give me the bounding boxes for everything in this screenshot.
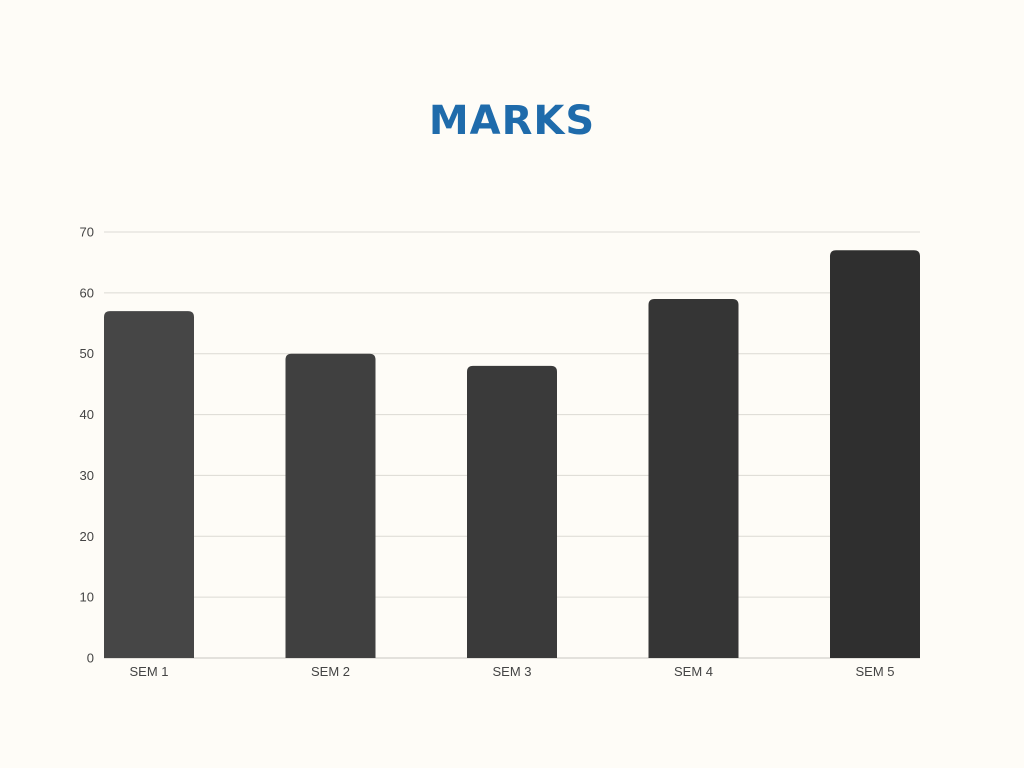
bar-sem-5: [830, 250, 920, 658]
bar-sem-2: [285, 353, 376, 658]
y-tick-label: 50: [80, 346, 94, 361]
x-category-label: SEM 4: [674, 664, 713, 679]
y-tick-label: 20: [80, 529, 94, 544]
y-tick-label: 0: [87, 651, 94, 666]
x-category-label: SEM 3: [492, 664, 531, 679]
bar-sem-3: [467, 365, 557, 658]
y-tick-label: 10: [80, 590, 94, 605]
x-category-label: SEM 2: [311, 664, 350, 679]
bar-layer: [104, 250, 920, 658]
x-category-label: SEM 1: [129, 664, 168, 679]
y-tick-label: 60: [80, 285, 94, 300]
y-tick-label: 30: [80, 468, 94, 483]
bar-sem-4: [648, 298, 739, 658]
y-tick-label: 40: [80, 407, 94, 422]
y-axis-ticks: 0 10 20 30 40 50 60 70: [80, 225, 94, 666]
chart-title: MARKS: [428, 98, 596, 144]
bar-sem-1: [104, 311, 194, 658]
x-category-label: SEM 5: [855, 664, 894, 679]
x-axis-labels: SEM 1 SEM 2 SEM 3 SEM 4 SEM 5: [129, 664, 894, 679]
y-tick-label: 70: [80, 225, 94, 240]
